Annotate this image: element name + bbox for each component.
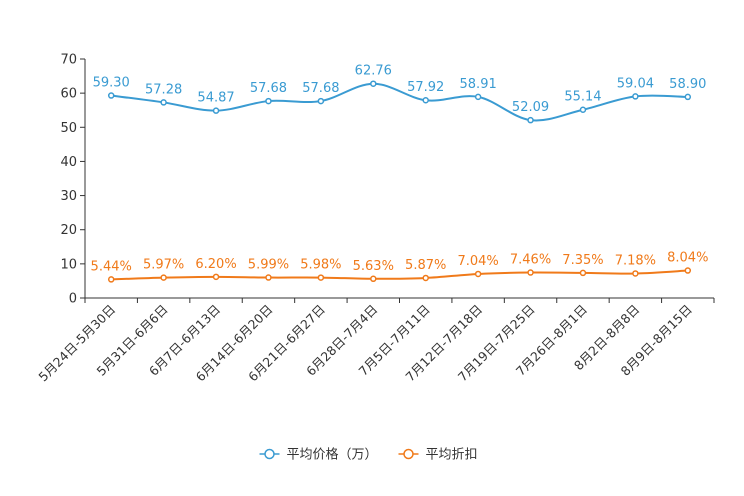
data-point bbox=[160, 274, 167, 281]
data-label: 7.04% bbox=[457, 254, 498, 269]
data-point bbox=[317, 97, 325, 105]
data-point bbox=[370, 275, 377, 283]
data-point bbox=[212, 107, 220, 114]
data-label: 58.91 bbox=[460, 77, 497, 92]
y-tick-label: 40 bbox=[60, 155, 77, 170]
data-point bbox=[579, 269, 587, 277]
data-point bbox=[684, 267, 692, 274]
data-label: 55.14 bbox=[564, 90, 601, 105]
data-point bbox=[527, 116, 534, 124]
data-point bbox=[107, 276, 115, 283]
data-label: 57.92 bbox=[407, 80, 444, 95]
data-label: 7.18% bbox=[615, 253, 656, 268]
y-tick-label: 0 bbox=[69, 292, 77, 307]
y-tick-label: 60 bbox=[60, 87, 77, 102]
legend-marker-icon bbox=[264, 448, 275, 460]
data-label: 52.09 bbox=[512, 100, 549, 115]
data-label: 58.90 bbox=[669, 77, 706, 92]
data-label: 8.04% bbox=[667, 251, 708, 266]
y-tick-label: 30 bbox=[60, 189, 77, 204]
data-label: 57.68 bbox=[250, 81, 287, 96]
series-layer: 59.30 57.28 54.87 57.68 57.68 62.76 57.92 58.91… bbox=[91, 64, 708, 283]
series-line-2 bbox=[111, 269, 688, 281]
data-label: 62.76 bbox=[355, 64, 392, 79]
data-point bbox=[474, 270, 482, 278]
data-point bbox=[422, 96, 429, 104]
data-point bbox=[265, 97, 272, 105]
data-label: 7.35% bbox=[562, 253, 603, 268]
y-tick-label: 20 bbox=[60, 223, 77, 238]
y-tick-label: 50 bbox=[60, 121, 77, 136]
data-label: 57.28 bbox=[145, 82, 182, 97]
data-label: 5.98% bbox=[300, 258, 341, 273]
data-label: 59.30 bbox=[93, 76, 130, 91]
data-point bbox=[370, 80, 377, 87]
data-point bbox=[265, 274, 272, 281]
data-point bbox=[474, 93, 482, 101]
y-tick-label: 10 bbox=[60, 257, 77, 272]
legend-marker-icon bbox=[403, 448, 414, 460]
data-point bbox=[212, 273, 220, 281]
data-label: 6.20% bbox=[195, 257, 236, 272]
data-label: 5.99% bbox=[248, 258, 289, 273]
data-label: 5.44% bbox=[91, 259, 132, 274]
data-label: 54.87 bbox=[197, 91, 234, 106]
legend: 平均价格（万） 平均折扣 bbox=[259, 447, 478, 463]
x-axis: 5月24日-5月30日5月31日-6月6日6月7日-6月13日6月14日-6月2… bbox=[35, 297, 715, 384]
data-point bbox=[527, 269, 534, 276]
data-label: 5.87% bbox=[405, 258, 446, 273]
data-label: 7.46% bbox=[510, 253, 551, 268]
data-point bbox=[632, 270, 639, 277]
data-label: 59.04 bbox=[617, 76, 654, 91]
legend-label: 平均折扣 bbox=[426, 448, 478, 463]
data-point bbox=[684, 93, 692, 101]
legend-label: 平均价格（万） bbox=[287, 447, 378, 463]
series-line-1 bbox=[111, 82, 688, 122]
y-axis: 0 10 20 30 40 50 60 70 bbox=[60, 53, 86, 307]
data-point bbox=[107, 92, 115, 99]
data-label: 5.63% bbox=[353, 259, 394, 274]
legend-item-2: 平均折扣 bbox=[398, 448, 478, 463]
data-point bbox=[160, 99, 167, 106]
y-tick-label: 70 bbox=[60, 53, 77, 68]
data-label: 5.97% bbox=[143, 258, 184, 273]
legend-item-1: 平均价格（万） bbox=[259, 447, 378, 463]
data-label: 57.68 bbox=[302, 81, 339, 96]
data-point bbox=[632, 93, 639, 100]
data-point bbox=[579, 106, 587, 113]
data-point bbox=[317, 274, 325, 281]
data-point bbox=[422, 274, 429, 282]
